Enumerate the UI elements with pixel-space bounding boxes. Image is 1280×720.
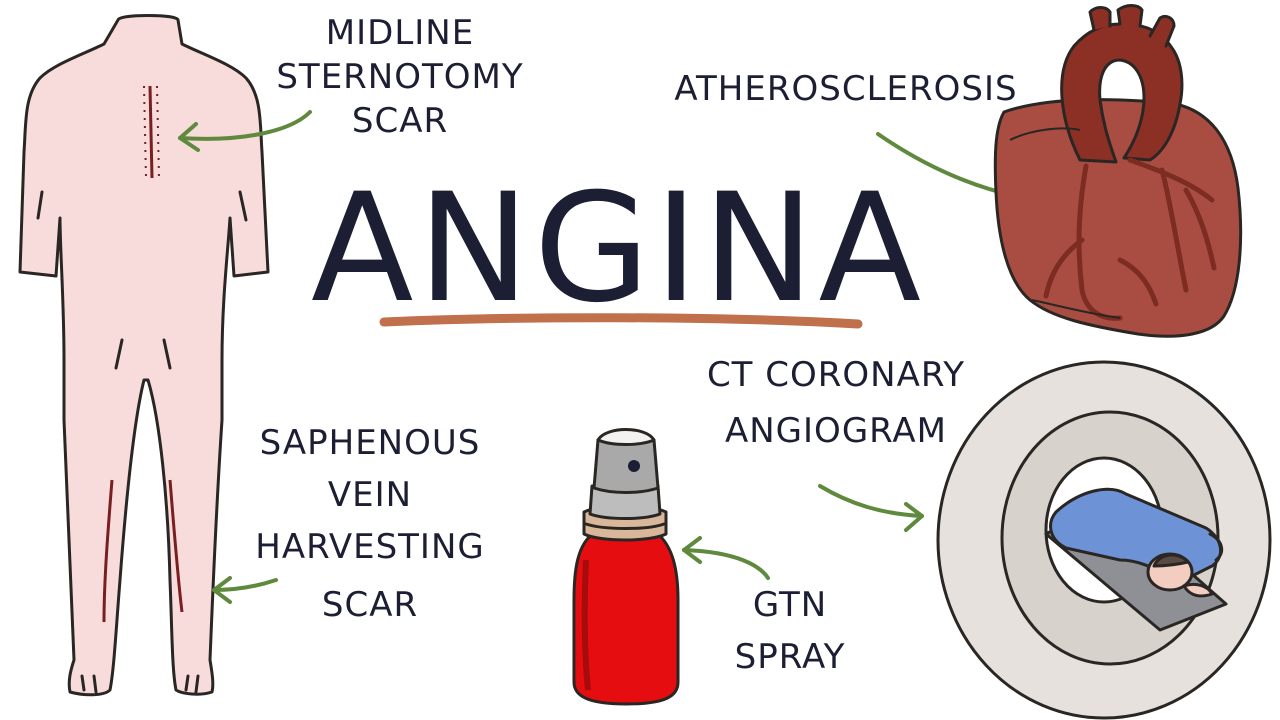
sternotomy-label: MIDLINE STERNOTOMY SCAR (276, 13, 523, 141)
saphenous-label: SAPHENOUS VEIN HARVESTING SCAR (255, 423, 485, 625)
svg-text:SAPHENOUS: SAPHENOUS (260, 423, 481, 463)
svg-text:CT CORONARY: CT CORONARY (707, 355, 965, 395)
svg-text:SPRAY: SPRAY (735, 637, 846, 677)
svg-text:ANGIOGRAM: ANGIOGRAM (725, 411, 947, 451)
sternotomy-scar (148, 85, 154, 179)
svg-text:GTN: GTN (753, 585, 827, 625)
arrow-ct (818, 484, 924, 518)
svg-text:VEIN: VEIN (328, 475, 412, 515)
arrow-saphenous (212, 578, 278, 592)
svg-text:STERNOTOMY: STERNOTOMY (276, 57, 523, 97)
page-title: ANGINA (311, 162, 925, 336)
svg-text:ATHEROSCLEROSIS: ATHEROSCLEROSIS (674, 69, 1017, 109)
arrow-gtn (682, 548, 770, 580)
gtn-label: GTN SPRAY (735, 585, 846, 677)
svg-text:SCAR: SCAR (322, 585, 418, 625)
heart-illustration (993, 4, 1243, 338)
arrows (178, 110, 1056, 604)
ct-scanner-illustration (936, 360, 1272, 720)
svg-text:HARVESTING: HARVESTING (255, 527, 485, 567)
title-underline (379, 313, 863, 329)
svg-text:MIDLINE: MIDLINE (326, 13, 474, 53)
arrow-sternotomy (178, 110, 312, 141)
body-back-illustration (18, 14, 270, 697)
gtn-spray-bottle-illustration (572, 428, 680, 706)
saphenous-scar (102, 479, 114, 623)
ct-label: CT CORONARY ANGIOGRAM (707, 355, 965, 451)
atherosclerosis-label: ATHEROSCLEROSIS (674, 69, 1017, 109)
svg-text:SCAR: SCAR (352, 101, 448, 141)
